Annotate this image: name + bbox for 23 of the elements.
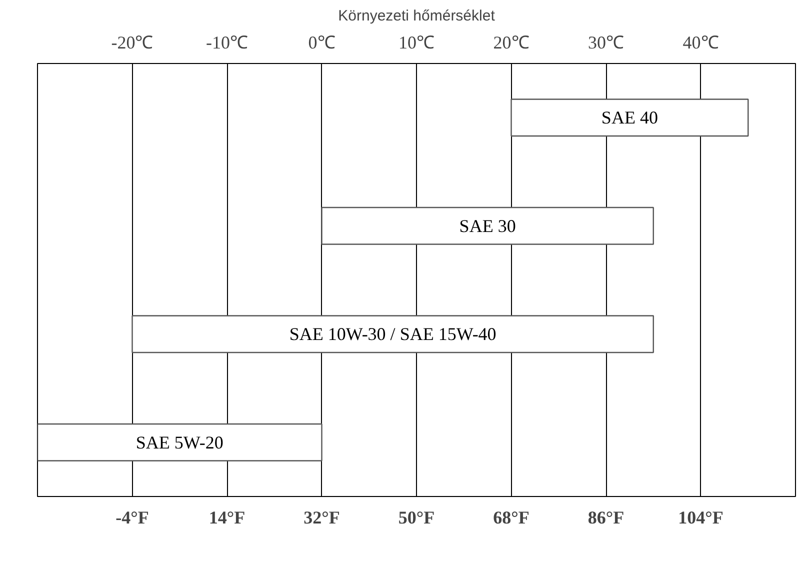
x2-tick-label: 30℃	[588, 32, 624, 52]
x2-tick-label: -20℃	[111, 32, 154, 52]
x2-tick-label: 20℃	[493, 32, 530, 52]
bar	[510, 98, 749, 137]
bar	[38, 423, 322, 462]
x2-tick-label: -10℃	[206, 32, 248, 52]
y-tick-label: SAE 5W-20	[136, 432, 224, 452]
x-tick-label: 86°F	[588, 508, 624, 528]
bar	[321, 206, 654, 245]
x2-tick-label: 10℃	[398, 32, 434, 52]
y-tick-label: SAE 10W-30 / SAE 15W-40	[289, 324, 496, 344]
x-tick-label: 50°F	[398, 508, 435, 528]
y-tick-label: SAE 40	[601, 108, 658, 128]
y-tick-label: SAE 30	[459, 216, 516, 236]
x-tick-label: 68°F	[493, 508, 530, 528]
x-tick-label: 32°F	[304, 508, 340, 528]
bar	[132, 315, 654, 354]
x-tick-label: 14°F	[208, 508, 246, 528]
x-tick-label: -4°F	[116, 508, 149, 528]
x2-tick-label: 40℃	[682, 32, 719, 52]
x-tick-label: 104°F	[678, 508, 724, 528]
x2-tick-label: 0℃	[308, 32, 336, 52]
chart-title: Környezeti hőmérséklet	[338, 8, 496, 24]
